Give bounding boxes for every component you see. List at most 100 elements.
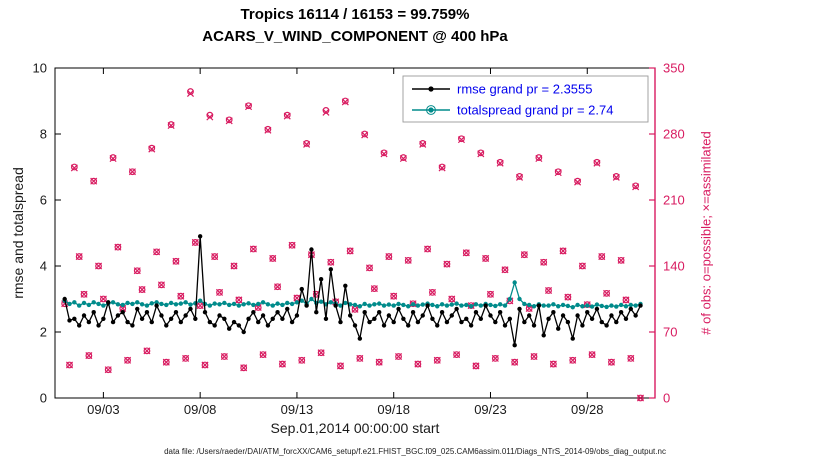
obs-possible-marker <box>191 239 199 246</box>
obs-assimilated-marker <box>419 140 427 148</box>
obs-assimilated-marker <box>104 366 112 374</box>
rmse-point <box>541 333 546 338</box>
rmse-point <box>565 319 571 325</box>
left-axis-label: rmse and totalspread <box>10 167 26 299</box>
rmse-point <box>144 310 150 315</box>
obs-assimilated-marker <box>380 150 388 158</box>
rmse-point <box>86 319 92 325</box>
obs-possible-marker <box>95 262 102 270</box>
y-right-tick-label: 70 <box>663 325 677 340</box>
obs-assimilated-marker <box>395 352 403 361</box>
obs-possible-marker <box>511 358 519 366</box>
totalspread-point <box>372 302 377 307</box>
obs-possible-marker <box>356 355 364 362</box>
obs-assimilated-marker <box>617 256 625 264</box>
obs-possible-marker <box>211 253 219 260</box>
obs-possible-marker <box>540 258 548 266</box>
rmse-point <box>536 303 542 308</box>
obs-possible-marker <box>399 154 407 161</box>
rmse-point <box>638 303 643 308</box>
totalspread-point <box>72 300 77 305</box>
obs-assimilated-marker <box>206 113 214 121</box>
obs-possible-marker <box>298 356 306 364</box>
totalspread-point <box>367 303 372 308</box>
obs-possible-marker <box>109 154 117 161</box>
rmse-point <box>197 234 203 239</box>
obs-assimilated-marker <box>85 352 93 360</box>
rmse-point <box>202 310 208 315</box>
totalspread-point <box>101 303 106 308</box>
obs-assimilated-marker <box>259 351 267 359</box>
legend-box <box>402 75 649 123</box>
obs-possible-marker <box>433 356 441 364</box>
obs-possible-marker <box>627 355 635 362</box>
obs-possible-marker <box>133 267 141 275</box>
obs-assimilated-marker <box>124 356 132 364</box>
obs-assimilated-marker <box>598 253 606 261</box>
obs-assimilated-marker <box>186 89 195 97</box>
obs-possible-marker <box>477 149 485 157</box>
obs-possible-marker <box>390 292 398 300</box>
totalspread-point <box>497 302 503 307</box>
rmse-point <box>459 319 464 325</box>
obs-possible-marker <box>216 289 223 296</box>
obs-assimilated-marker <box>317 349 325 357</box>
rmse-point <box>589 316 595 321</box>
obs-assimilated-marker <box>356 354 364 362</box>
totalspread-point <box>338 303 343 308</box>
obs-possible-marker <box>327 258 335 266</box>
obs-possible-marker <box>346 247 354 255</box>
totalspread-point <box>541 303 546 308</box>
rmse-point <box>193 316 198 321</box>
rmse-point <box>246 316 251 321</box>
totalspread-point <box>125 300 130 306</box>
obs-assimilated-marker <box>385 253 393 261</box>
rmse-point <box>512 343 517 348</box>
obs-assimilated-marker <box>90 177 98 185</box>
totalspread-point <box>459 303 464 308</box>
totalspread-point <box>144 303 150 308</box>
totalspread-point <box>231 301 237 307</box>
rmse-point <box>139 316 145 321</box>
obs-possible-marker <box>279 360 286 368</box>
obs-possible-marker <box>593 158 601 166</box>
rmse-point <box>289 319 295 325</box>
obs-assimilated-marker <box>438 164 446 172</box>
rmse-point <box>62 296 67 302</box>
obs-possible-marker <box>559 247 567 255</box>
totalspread-point <box>246 301 251 306</box>
obs-assimilated-marker <box>119 304 127 312</box>
obs-possible-marker <box>283 111 291 119</box>
totalspread-point <box>115 302 121 307</box>
obs-assimilated-marker <box>346 247 354 255</box>
y-left-tick-label: 0 <box>40 391 47 406</box>
obs-possible-marker <box>104 366 112 374</box>
obs-possible-marker <box>201 361 209 369</box>
obs-assimilated-marker <box>491 354 499 362</box>
rmse-point <box>454 306 459 312</box>
totalspread-point <box>623 304 629 309</box>
obs-possible-marker <box>496 158 504 166</box>
rmse-point <box>430 316 435 321</box>
obs-assimilated-marker <box>298 356 306 364</box>
rmse-point <box>594 306 600 312</box>
totalspread-point <box>556 304 561 309</box>
totalspread-point <box>473 302 479 307</box>
rmse-point <box>173 310 179 315</box>
rmse-point <box>623 316 629 321</box>
totalspread-point <box>599 303 604 309</box>
obs-assimilated-marker <box>593 159 601 167</box>
rmse-point <box>585 310 590 315</box>
totalspread-point <box>280 302 285 308</box>
obs-assimilated-marker <box>361 131 369 139</box>
rmse-point <box>376 310 382 315</box>
totalspread-point <box>575 302 580 308</box>
obs-assimilated-marker <box>486 290 495 298</box>
rmse-point <box>328 267 334 272</box>
obs-possible-marker <box>482 255 490 262</box>
obs-assimilated-marker <box>153 248 161 256</box>
obs-assimilated-marker <box>428 288 436 296</box>
rmse-point <box>81 313 87 318</box>
rmse-point <box>217 313 222 318</box>
obs-assimilated-marker <box>612 173 620 181</box>
